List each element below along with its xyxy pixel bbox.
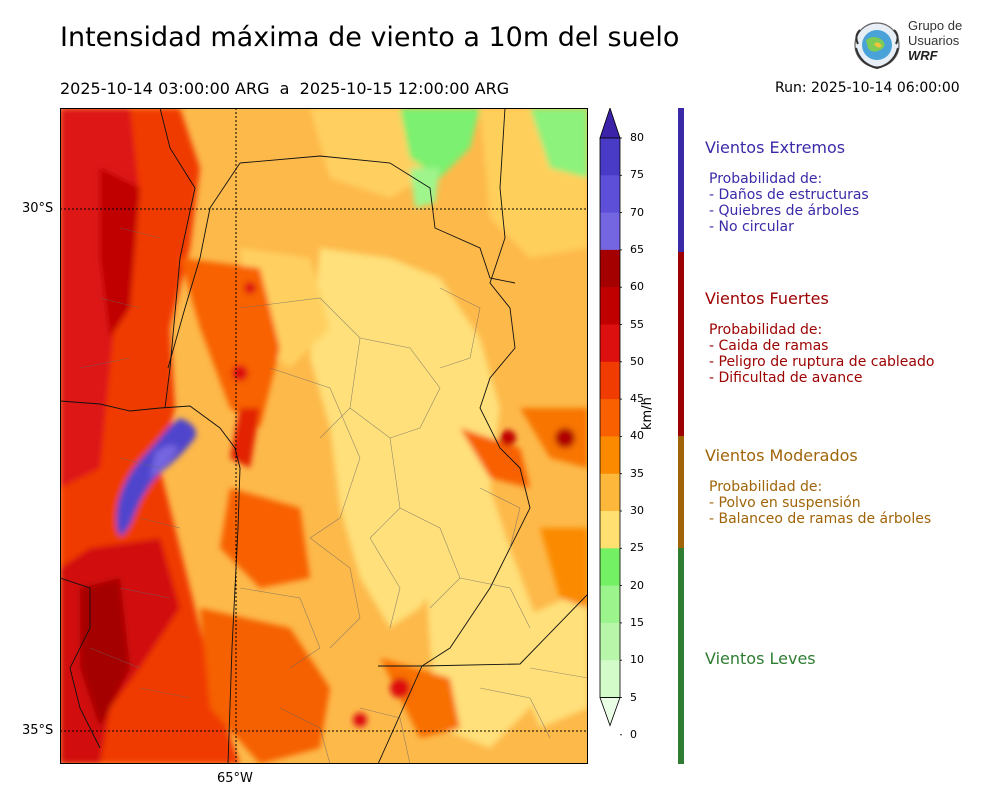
category-description: Probabilidad de: - Caida de ramas - Peli… [709, 322, 935, 386]
category-fuertes: Vientos Fuertes Probabilidad de: - Caida… [705, 289, 934, 386]
colorbar-tick-label: 50 [630, 354, 644, 368]
wrf-logo: Grupo de Usuarios WRF [848, 18, 978, 74]
run-time: Run: 2025-10-14 06:00:00 [775, 80, 960, 96]
colorbar-segment [600, 511, 620, 549]
colorbar-segment [600, 548, 620, 587]
legend-bar-leves [678, 548, 684, 764]
colorbar-segment [600, 249, 620, 288]
colorbar-segment [600, 324, 620, 363]
globe-seal-icon [854, 22, 900, 70]
colorbar-segment [600, 585, 620, 624]
colorbar-tick-label: 20 [630, 578, 644, 592]
category-name: Vientos Moderados [705, 446, 858, 465]
colorbar-tick-label: 65 [630, 242, 644, 256]
wind-map [60, 108, 588, 764]
legend-bar-extremos [678, 108, 684, 252]
category-leves: Vientos Leves [705, 649, 816, 668]
colorbar-tick-label: 35 [630, 466, 644, 480]
colorbar-tick-label: 45 [630, 392, 644, 406]
colorbar-frame [599, 137, 621, 698]
colorbar-units: km/h [640, 397, 655, 430]
colorbar-segment [600, 212, 620, 251]
colorbar-tick-label: 5 [630, 690, 637, 704]
lat-label-35s: 35°S [22, 723, 54, 738]
colorbar-tick-label: 15 [630, 615, 644, 629]
colorbar-segment [600, 287, 620, 325]
logo-text: Grupo de Usuarios WRF [908, 18, 963, 63]
colorbar-segment [600, 399, 620, 437]
category-name: Vientos Fuertes [705, 289, 829, 308]
period-end: 2025-10-15 12:00:00 ARG [299, 79, 510, 98]
colorbar-segment [600, 473, 620, 512]
category-description: Probabilidad de: - Daños de estructuras … [709, 171, 869, 235]
colorbar-tick-label: 55 [630, 317, 644, 331]
colorbar-segment [600, 436, 620, 475]
colorbar-tick-label: 75 [630, 168, 644, 182]
map-title: Intensidad máxima de viento a 10m del su… [60, 22, 680, 53]
colorbar-extend-bottom [599, 697, 621, 727]
colorbar-tick-label: 0 [630, 727, 637, 741]
colorbar-tick-label: 70 [630, 205, 644, 219]
colorbar-tick-label: 60 [630, 280, 644, 294]
colorbar-tick-label: 80 [630, 131, 644, 144]
map-frame [60, 108, 588, 764]
colorbar-tick-label: 10 [630, 653, 644, 667]
colorbar-tick-label: 30 [630, 504, 644, 517]
colorbar-tick-label: 40 [630, 429, 644, 443]
category-name: Vientos Leves [705, 649, 816, 668]
period-separator: a [279, 79, 290, 98]
colorbar-segment [600, 361, 620, 400]
colorbar-segment [600, 622, 620, 661]
legend-bar-fuertes [678, 252, 684, 436]
colorbar-segment [600, 138, 620, 176]
legend-bar-moderados [678, 436, 684, 548]
colorbar [599, 108, 622, 736]
category-extremos: Vientos Extremos Probabilidad de: - Daño… [705, 138, 869, 235]
category-name: Vientos Extremos [705, 138, 846, 157]
colorbar-segment [600, 175, 620, 214]
colorbar-tick-label: 25 [630, 541, 644, 555]
period-start: 2025-10-14 03:00:00 ARG [60, 79, 270, 98]
category-moderados: Vientos Moderados Probabilidad de: - Pol… [705, 446, 931, 527]
lon-label-65w: 65°W [217, 771, 253, 786]
category-description: Probabilidad de: - Polvo en suspensión -… [709, 479, 932, 527]
colorbar-segment [600, 660, 620, 698]
lat-label-30s: 30°S [22, 201, 54, 216]
forecast-period: 2025-10-14 03:00:00 ARG a 2025-10-15 12:… [60, 79, 509, 98]
colorbar-extend-top [599, 108, 621, 139]
